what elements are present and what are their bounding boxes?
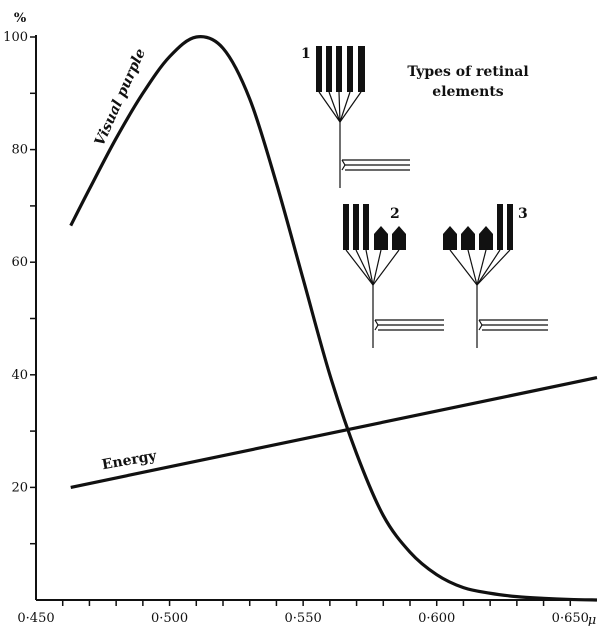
retinal-element-2: 2	[343, 204, 444, 348]
y-tick-label: 40	[11, 368, 28, 383]
retinal-element-1: 1	[301, 46, 410, 188]
rod-shape	[326, 46, 332, 92]
energy-curve	[70, 376, 598, 489]
rod-shape	[347, 46, 353, 92]
rod-shape	[363, 204, 369, 250]
rod-shape	[343, 204, 349, 250]
element-3-number: 3	[518, 206, 528, 222]
cone-shape	[374, 226, 388, 250]
retinal-element-3: 3	[443, 204, 548, 348]
x-tick-label: 0·600	[418, 611, 455, 626]
x-axis-unit: μ	[588, 613, 596, 626]
element-1-number: 1	[301, 46, 311, 62]
y-tick-label: 20	[11, 480, 28, 495]
y-tick-label: 60	[11, 255, 28, 270]
cone-shape	[461, 226, 475, 250]
y-tick-label: 100	[3, 30, 28, 45]
x-tick-label: 0·500	[151, 611, 188, 626]
x-tick-label: 0·650	[552, 611, 589, 626]
y-tick-label: 80	[11, 143, 28, 158]
rod-shape	[497, 204, 503, 250]
rod-shape	[316, 46, 322, 92]
retinal-elements-diagram: Types of retinal elements 1	[301, 46, 548, 348]
cone-shape	[479, 226, 493, 250]
rod-shape	[336, 46, 342, 92]
y-axis-label: %	[14, 11, 27, 26]
element-2-number: 2	[390, 206, 400, 222]
inset-title-line1: Types of retinal	[407, 64, 528, 80]
inset-title-line2: elements	[432, 84, 503, 100]
rod-shape	[358, 46, 365, 92]
visual-purple-curve	[69, 35, 598, 602]
cone-shape	[443, 226, 457, 250]
x-tick-label: 0·450	[17, 611, 54, 626]
rod-shape	[353, 204, 359, 250]
rod-shape	[507, 204, 513, 250]
cone-shape	[392, 226, 406, 250]
x-tick-label: 0·550	[285, 611, 322, 626]
